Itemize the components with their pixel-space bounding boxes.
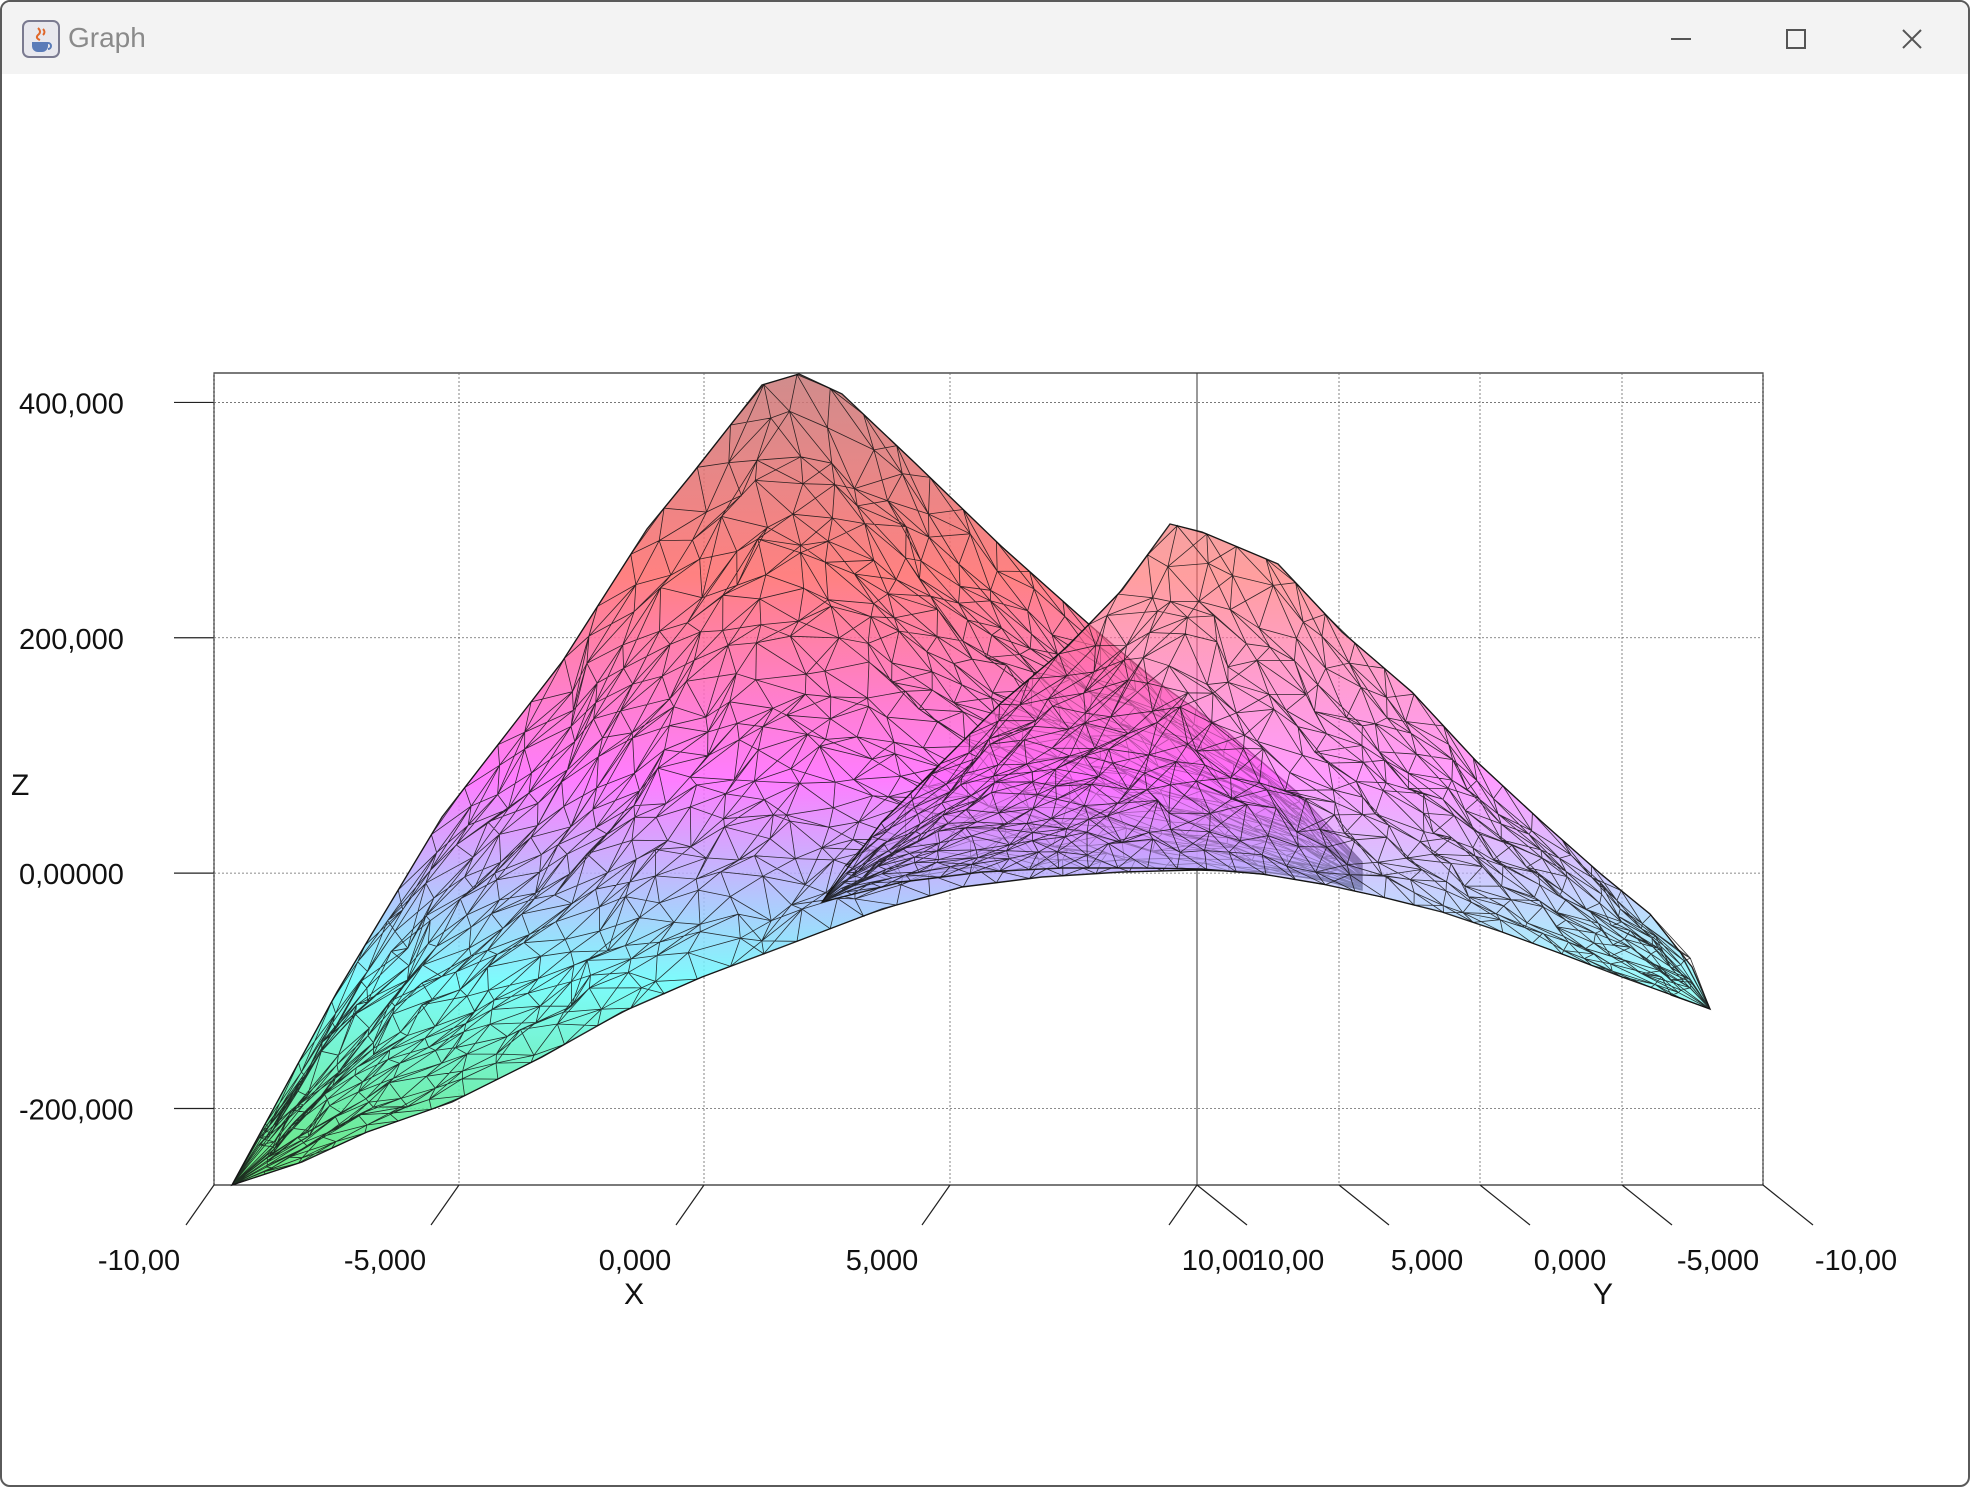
surface-plot[interactable]: 400,000 200,000 0,00000 -200,000 -10,00 -5,00…: [2, 74, 1968, 1485]
y-tick: [1479, 1184, 1531, 1226]
x-tick: [430, 1184, 460, 1226]
front-surface-wireframe: [821, 524, 1711, 1010]
x-tick: [675, 1184, 705, 1226]
x-tick: [1168, 1184, 1198, 1226]
x-tick-label: 5,000: [846, 1245, 919, 1277]
front-surface: [820, 523, 1712, 1011]
y-tick: [1621, 1184, 1673, 1226]
maximize-button[interactable]: [1775, 18, 1817, 60]
y-tick-label: 10,00: [1252, 1245, 1325, 1277]
x-axis-title: X: [624, 1278, 644, 1311]
x-tick: [185, 1184, 215, 1226]
x-tick: [921, 1184, 951, 1226]
x-tick-label: -5,000: [344, 1245, 426, 1277]
title-bar[interactable]: Graph: [2, 2, 1968, 74]
y-tick: [1196, 1184, 1248, 1226]
z-axis-title: Z: [11, 769, 29, 802]
z-tick-label: 0,00000: [19, 859, 124, 891]
close-icon: [1902, 29, 1922, 49]
z-tick-label: 200,000: [19, 624, 124, 656]
z-tick-label: 400,000: [19, 388, 124, 420]
y-tick-label: -5,000: [1677, 1245, 1759, 1277]
minimize-button[interactable]: [1660, 18, 1702, 60]
y-tick: [1762, 1184, 1814, 1226]
window-title: Graph: [68, 22, 146, 53]
close-button[interactable]: [1891, 18, 1933, 60]
y-tick-label: 5,000: [1391, 1245, 1464, 1277]
x-tick-label: 0,000: [599, 1245, 672, 1277]
x-tick-label: -10,00: [98, 1245, 180, 1277]
y-tick-label: 0,000: [1534, 1245, 1607, 1277]
maximize-icon: [1786, 29, 1806, 49]
y-axis-title: Y: [1593, 1278, 1613, 1311]
y-tick-label: -10,00: [1815, 1245, 1897, 1277]
y-tick: [1338, 1184, 1390, 1226]
java-cup-icon: [22, 20, 60, 58]
x-tick-label: 10,00: [1182, 1245, 1255, 1277]
z-tick-label: -200,000: [19, 1095, 134, 1127]
